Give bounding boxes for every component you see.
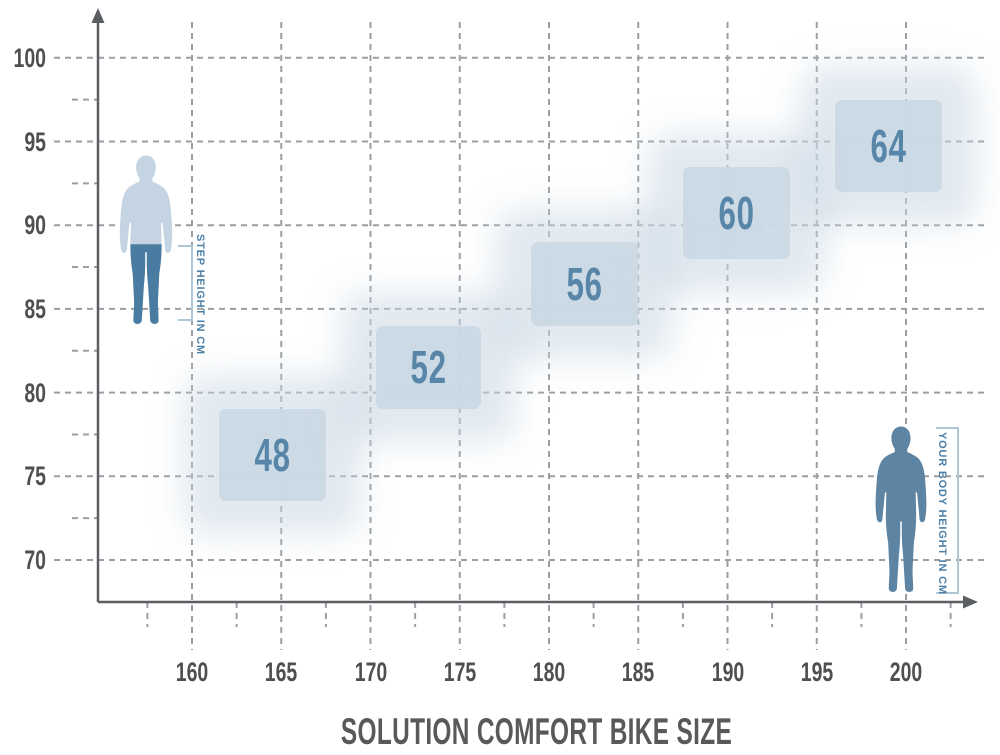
- size-box-60: 60: [682, 166, 790, 259]
- x-tick-label-180: 180: [532, 657, 566, 687]
- size-box-56: 56: [531, 241, 639, 326]
- chart-title: SOLUTION COMFORT BIKE SIZE: [340, 711, 733, 752]
- y-axis-arrow-icon: [91, 8, 105, 23]
- size-box-number-64: 64: [870, 119, 907, 172]
- size-box-number-56: 56: [566, 257, 603, 310]
- step-height-bracket-icon: [178, 245, 193, 321]
- size-box-number-48: 48: [254, 429, 291, 482]
- body-height-axis-label: YOUR BODY HEIGHT IN CM: [936, 432, 948, 595]
- x-tick-label-185: 185: [622, 657, 655, 687]
- y-tick-label-70: 70: [24, 545, 46, 575]
- x-tick-label-195: 195: [800, 657, 833, 687]
- y-tick-label-75: 75: [24, 461, 46, 492]
- body-height-bracket-icon: [936, 427, 959, 594]
- x-tick-label-160: 160: [175, 657, 209, 687]
- size-box-48: 48: [218, 409, 326, 502]
- x-tick-label-165: 165: [265, 657, 298, 687]
- y-tick-label-90: 90: [24, 210, 46, 241]
- size-box-number-60: 60: [718, 186, 755, 239]
- x-tick-label-175: 175: [443, 657, 476, 687]
- left-person-legs: [127, 244, 165, 324]
- x-tick-label-190: 190: [711, 657, 744, 687]
- right-person-figure: [875, 426, 927, 592]
- y-tick-label-80: 80: [24, 377, 46, 408]
- left-person-torso: [119, 155, 173, 324]
- y-tick-label-85: 85: [24, 293, 46, 324]
- x-tick-label-170: 170: [354, 657, 387, 687]
- size-box-number-52: 52: [410, 341, 447, 394]
- left-person-figure: [119, 155, 173, 324]
- size-box-52: 52: [375, 325, 482, 410]
- step-height-axis-label: STEP HEIGHT IN CM: [194, 234, 206, 355]
- right-person-body: [875, 426, 927, 592]
- size-box-64: 64: [834, 99, 942, 192]
- x-tick-label-200: 200: [889, 657, 923, 687]
- x-axis-arrow-icon: [963, 595, 978, 609]
- y-tick-label-95: 95: [24, 126, 46, 157]
- y-tick-label-100: 100: [13, 42, 47, 73]
